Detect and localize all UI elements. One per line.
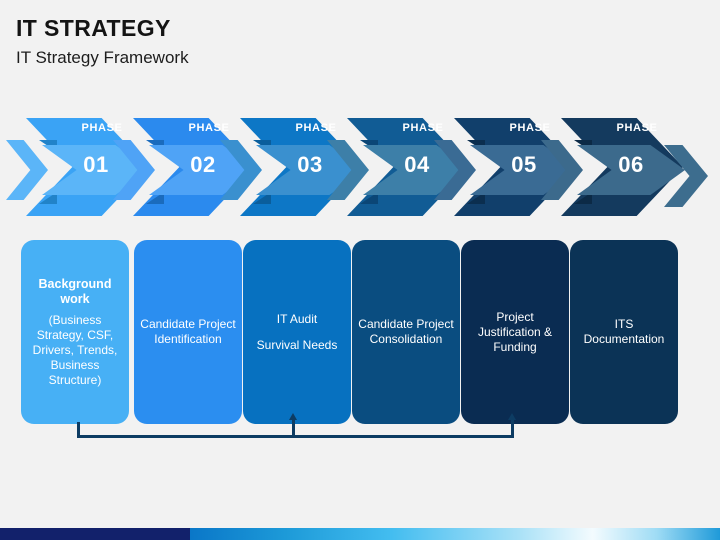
phase-card-1[interactable]: Background work (Business Strategy, CSF,… <box>21 240 129 424</box>
phase-card-6[interactable]: ITS Documentation <box>570 240 678 424</box>
chevron-lead-arrow-icon <box>6 140 48 200</box>
connector-arrow-head-card3-icon <box>289 413 297 420</box>
phase-label: PHASE <box>188 122 230 134</box>
phase-card-body-secondary: Survival Needs <box>256 337 338 352</box>
phase-number: 02 <box>190 152 216 177</box>
phase-label: PHASE <box>295 122 337 134</box>
phase-chevron-06[interactable]: PHASE 06 <box>541 112 695 220</box>
phase-card-4[interactable]: Candidate Project Consolidation <box>352 240 460 424</box>
chevron-lead-arrow-icon <box>220 140 262 200</box>
connector-left-stub <box>77 422 80 438</box>
phase-card-body: Candidate Project Identification <box>140 317 236 346</box>
phase-label: PHASE <box>509 122 551 134</box>
phase-chevron-01[interactable]: PHASE 01 <box>6 112 160 220</box>
connector-arrow-stem-card5 <box>511 419 514 438</box>
chevron-lead-arrow-icon <box>113 140 155 200</box>
bottom-accent-bar <box>0 528 720 540</box>
connector-arrow-stem-card3 <box>292 419 295 438</box>
phase-number: 01 <box>83 152 109 177</box>
phase-chevron-03[interactable]: PHASE 03 <box>220 112 374 220</box>
chevron-lead-arrow-icon <box>327 140 369 200</box>
phase-card-body: Project Justification & Funding <box>477 309 553 354</box>
phase-card-body: ITS Documentation <box>583 317 665 346</box>
phase-card-row: Background work (Business Strategy, CSF,… <box>0 240 720 424</box>
phase-card-body: (Business Strategy, CSF, Drivers, Trends… <box>32 312 118 387</box>
phase-card-title: Background work <box>38 276 112 306</box>
phase-number: 03 <box>297 152 323 177</box>
phase-card-body: Candidate Project Consolidation <box>358 317 454 346</box>
phase-card-5[interactable]: Project Justification & Funding <box>461 240 569 424</box>
phase-card-body: IT Audit <box>276 311 318 326</box>
phase-number: 05 <box>511 152 537 177</box>
phase-number: 06 <box>618 152 644 177</box>
phase-label: PHASE <box>81 122 123 134</box>
page-subtitle: IT Strategy Framework <box>16 48 189 67</box>
phase-label: PHASE <box>402 122 444 134</box>
chevron-lead-arrow-icon <box>434 140 476 200</box>
page-title: IT STRATEGY <box>16 15 171 41</box>
feedback-connector <box>0 404 720 448</box>
phase-card-3[interactable]: IT Audit Survival Needs <box>243 240 351 424</box>
bottom-bar-gradient-segment <box>190 528 720 540</box>
connector-horizontal-line <box>77 435 514 438</box>
phase-label: PHASE <box>616 122 658 134</box>
bottom-bar-solid-segment <box>0 528 190 540</box>
chevron-lead-arrow-icon <box>541 140 583 200</box>
phase-number: 04 <box>404 152 430 177</box>
phase-chevron-row: PHASE 01 PHASE 02 PHASE 03 <box>0 112 720 222</box>
connector-arrow-head-card5-icon <box>508 413 516 420</box>
phase-card-2[interactable]: Candidate Project Identification <box>134 240 242 424</box>
